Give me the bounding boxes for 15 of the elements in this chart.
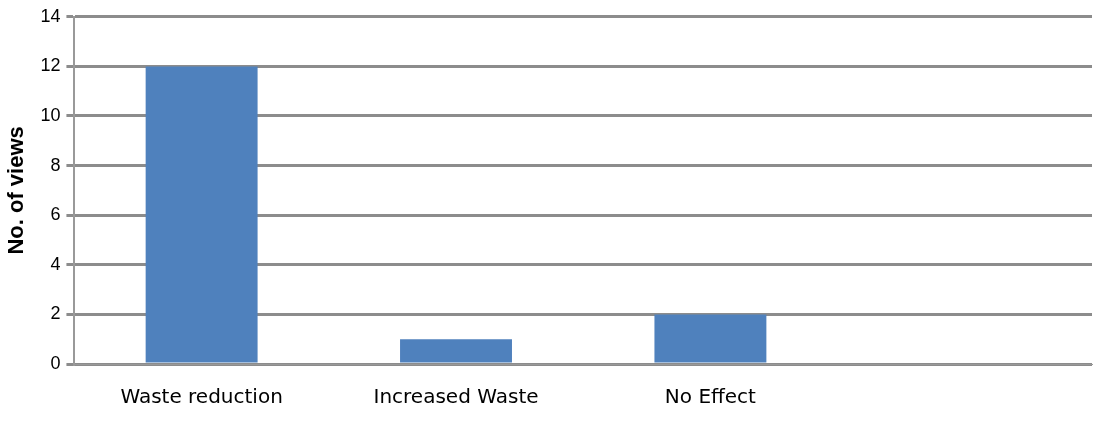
x-tick-label: Waste reduction	[120, 384, 283, 409]
y-tick-label: 12	[40, 55, 61, 76]
y-tick-label: 14	[40, 5, 61, 26]
y-tick-label: 4	[50, 253, 61, 274]
y-axis-title: No. of views	[3, 126, 29, 255]
bar	[145, 66, 258, 363]
y-tick-label: 2	[50, 303, 61, 324]
bar	[400, 339, 512, 363]
y-tick-label: 6	[50, 204, 61, 225]
y-tick-label: 8	[50, 154, 61, 175]
y-tick-label: 10	[40, 104, 61, 125]
x-tick-label: Increased Waste	[373, 384, 539, 409]
x-tick-label: No Effect	[664, 384, 757, 409]
y-tick-label: 0	[50, 352, 61, 373]
bar	[654, 314, 767, 363]
